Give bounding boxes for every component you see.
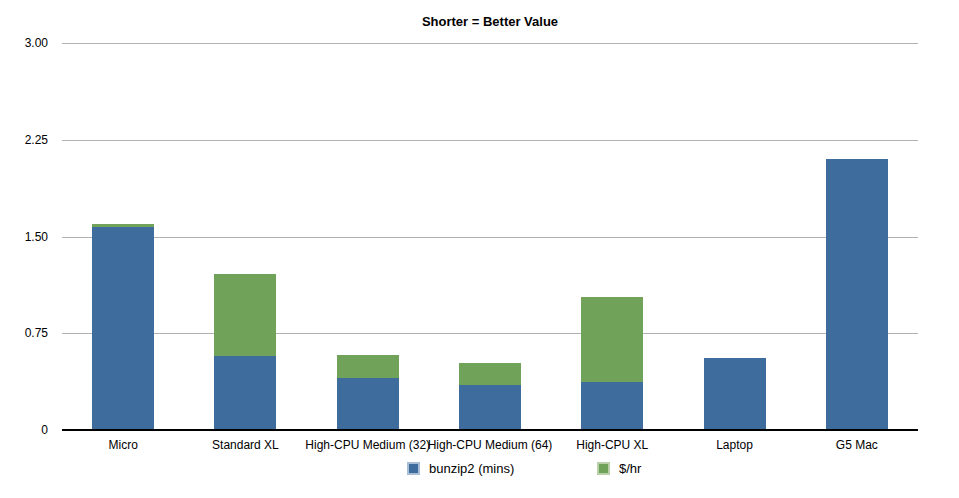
- bar-groups-container: MicroStandard XLHigh-CPU Medium (32)High…: [62, 43, 918, 430]
- bar-group: High-CPU XL: [551, 43, 673, 430]
- plot-area: MicroStandard XLHigh-CPU Medium (32)High…: [62, 43, 918, 430]
- x-axis-category-label: High-CPU XL: [576, 438, 648, 452]
- bar-segment-bunzip2: [826, 159, 888, 430]
- bar-segment-bunzip2: [214, 356, 276, 430]
- bar-group: High-CPU Medium (32): [307, 43, 429, 430]
- bar-stack: [704, 43, 766, 430]
- bar-group: Micro: [62, 43, 184, 430]
- bar-segment-bunzip2: [337, 378, 399, 430]
- y-axis-tick-label: 3.00: [0, 35, 48, 51]
- legend-label-cost-per-hour: $/hr: [619, 461, 641, 476]
- chart-title: Shorter = Better Value: [62, 14, 918, 29]
- bar-segment-cost-per-hour: [337, 355, 399, 378]
- bar-segment-cost-per-hour: [581, 297, 643, 382]
- bar-segment-cost-per-hour: [459, 363, 521, 385]
- bar-stack: [337, 43, 399, 430]
- legend-item-cost-per-hour: $/hr: [597, 461, 641, 476]
- bar-group: Laptop: [673, 43, 795, 430]
- y-axis-tick-label: 0: [0, 422, 48, 438]
- bar-segment-bunzip2: [92, 227, 154, 430]
- legend-label-bunzip2: bunzip2 (mins): [429, 461, 514, 476]
- bar-group: Standard XL: [184, 43, 306, 430]
- y-axis-tick-label: 0.75: [0, 325, 48, 341]
- bar-stack: [581, 43, 643, 430]
- bar-stack: [92, 43, 154, 430]
- x-axis-category-label: Micro: [108, 438, 137, 452]
- bar-segment-bunzip2: [459, 385, 521, 430]
- bar-stack: [826, 43, 888, 430]
- x-axis-category-label: G5 Mac: [836, 438, 878, 452]
- bar-segment-cost-per-hour: [214, 274, 276, 357]
- y-axis-tick-label: 1.50: [0, 229, 48, 245]
- bar-group: G5 Mac: [796, 43, 918, 430]
- x-axis-category-label: High-CPU Medium (32): [305, 438, 430, 452]
- legend-swatch-bunzip2: [407, 462, 420, 475]
- bar-stack: [214, 43, 276, 430]
- y-axis: 3.002.251.500.750: [0, 43, 52, 430]
- x-axis-baseline: [62, 429, 918, 431]
- bar-segment-bunzip2: [704, 358, 766, 430]
- x-axis-category-label: Laptop: [716, 438, 753, 452]
- y-axis-tick-label: 2.25: [0, 132, 48, 148]
- bar-segment-bunzip2: [581, 382, 643, 430]
- bar-stack: [459, 43, 521, 430]
- legend-item-bunzip2: bunzip2 (mins): [407, 461, 514, 476]
- x-axis-category-label: High-CPU Medium (64): [428, 438, 553, 452]
- x-axis-category-label: Standard XL: [212, 438, 279, 452]
- legend-swatch-cost-per-hour: [597, 462, 610, 475]
- bar-group: High-CPU Medium (64): [429, 43, 551, 430]
